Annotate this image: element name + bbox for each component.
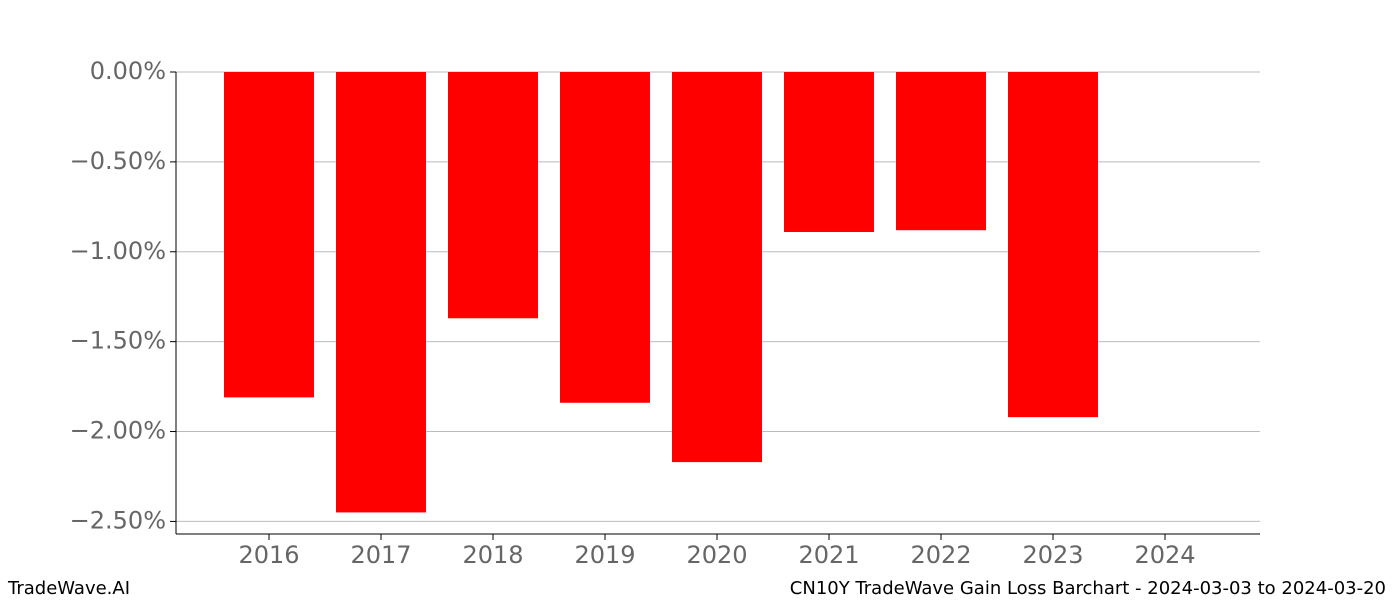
bar bbox=[448, 72, 538, 319]
y-tick-label: −0.50% bbox=[70, 147, 166, 175]
y-tick-label: 0.00% bbox=[90, 57, 166, 85]
x-tick-label: 2024 bbox=[1134, 541, 1195, 569]
x-tick-label: 2020 bbox=[686, 541, 747, 569]
watermark: TradeWave.AI bbox=[7, 578, 130, 599]
y-tick-label: −2.50% bbox=[70, 506, 166, 534]
y-tick-label: −1.50% bbox=[70, 327, 166, 355]
bar bbox=[672, 72, 762, 463]
bar bbox=[896, 72, 986, 231]
x-tick-label: 2021 bbox=[798, 541, 859, 569]
x-tick-label: 2019 bbox=[574, 541, 635, 569]
x-tick-label: 2017 bbox=[350, 541, 411, 569]
x-tick-label: 2023 bbox=[1022, 541, 1083, 569]
y-tick-label: −1.00% bbox=[70, 237, 166, 265]
bar bbox=[560, 72, 650, 403]
bar bbox=[336, 72, 426, 513]
bar bbox=[1008, 72, 1098, 418]
chart-title: CN10Y TradeWave Gain Loss Barchart - 202… bbox=[790, 578, 1386, 599]
y-tick-label: −2.00% bbox=[70, 417, 166, 445]
x-tick-label: 2022 bbox=[910, 541, 971, 569]
x-tick-label: 2018 bbox=[462, 541, 523, 569]
bar bbox=[224, 72, 314, 398]
x-tick-label: 2016 bbox=[238, 541, 299, 569]
bar bbox=[784, 72, 874, 232]
